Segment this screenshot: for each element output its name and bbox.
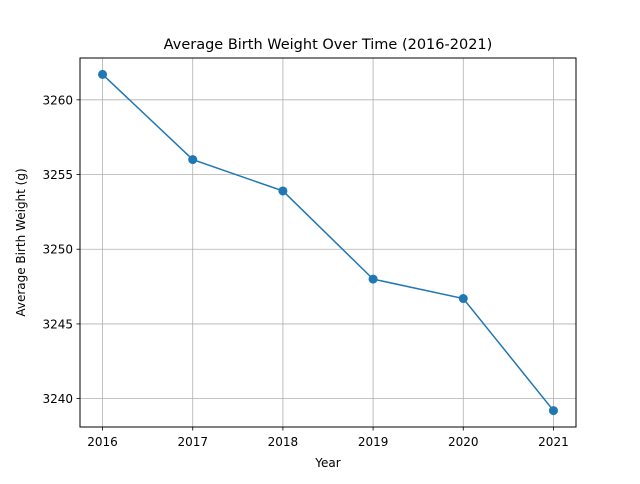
plot-area-frame: [79, 57, 577, 428]
data-point-marker: [188, 155, 198, 165]
data-point-marker: [278, 186, 288, 196]
y-tick-labels: 3240 3245 3250 3255 3260: [42, 93, 73, 406]
x-tick-label: 2021: [538, 435, 569, 449]
y-tick-label: 3240: [42, 392, 73, 406]
data-point-marker: [458, 294, 468, 304]
y-axis-label: Average Birth Weight (g): [14, 168, 28, 316]
x-tick-label: 2017: [177, 435, 208, 449]
grid-lines: [80, 58, 576, 427]
y-tick-label: 3250: [42, 243, 73, 257]
y-tick-label: 3260: [42, 93, 73, 107]
x-tick-label: 2019: [358, 435, 389, 449]
data-point-marker: [368, 274, 378, 284]
chart-title: Average Birth Weight Over Time (2016-202…: [164, 37, 493, 53]
x-tick-label: 2020: [448, 435, 479, 449]
axis-ticks: [76, 99, 554, 431]
series-markers: [98, 69, 558, 416]
x-tick-labels: 2016 2017 2018 2019 2020 2021: [87, 435, 568, 449]
y-tick-label: 3245: [42, 317, 73, 331]
series-line: [102, 73, 555, 412]
data-point-marker: [98, 69, 108, 79]
data-point-marker: [548, 406, 558, 416]
x-tick-label: 2016: [87, 435, 118, 449]
y-tick-label: 3255: [42, 168, 73, 182]
x-axis-label: Year: [314, 456, 340, 470]
x-tick-label: 2018: [268, 435, 299, 449]
